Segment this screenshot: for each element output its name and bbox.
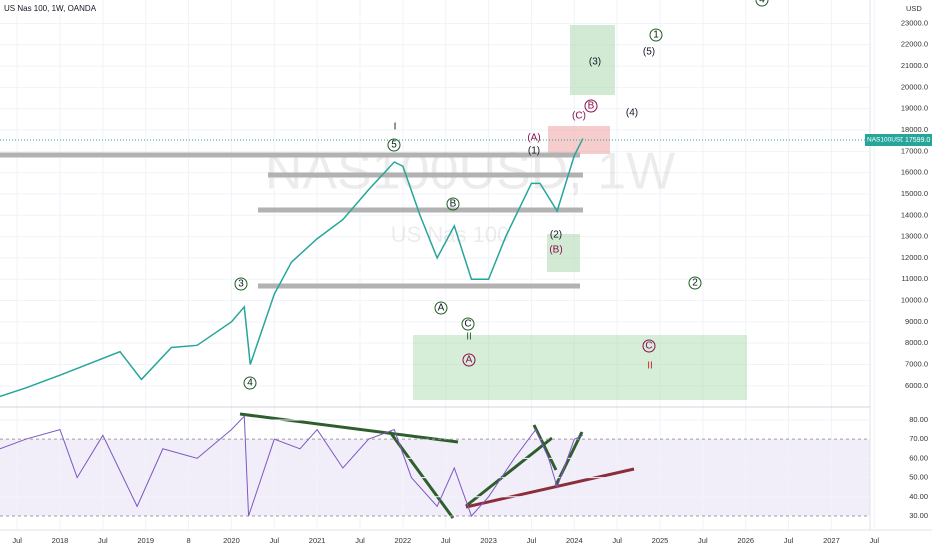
currency: USD xyxy=(906,4,922,13)
wave-label: (B) xyxy=(549,245,562,256)
y-tick-label: 40.00 xyxy=(909,492,928,501)
trend-line xyxy=(465,436,553,508)
circle xyxy=(462,353,476,367)
trend-line xyxy=(239,412,459,444)
circle xyxy=(688,276,702,290)
x-tick-label: Jul xyxy=(355,536,365,545)
trend-line xyxy=(532,424,558,471)
wave-label: (2) xyxy=(550,230,562,241)
wave-label: 4 xyxy=(759,0,765,6)
y-tick-label: 23000.0 xyxy=(901,18,928,27)
x-tick-label: Jul xyxy=(441,536,451,545)
target-box xyxy=(413,335,747,400)
chart-title: US Nas 100, 1W, OANDA xyxy=(4,4,97,13)
x-tick-label: 2024 xyxy=(566,536,583,545)
wave-label: I xyxy=(394,122,397,133)
x-tick-label: 2023 xyxy=(480,536,497,545)
wave-label: C xyxy=(464,319,471,330)
y-tick-label: 19000.0 xyxy=(901,104,928,113)
wave-label: (1) xyxy=(528,146,540,157)
trend-line xyxy=(465,467,635,509)
circle xyxy=(446,197,460,211)
y-tick-label: 16000.0 xyxy=(901,168,928,177)
circle xyxy=(234,277,248,291)
price-line xyxy=(0,138,584,398)
x-tick-label: 8 xyxy=(186,536,190,545)
wave-label: A xyxy=(438,303,445,314)
circle xyxy=(387,138,401,152)
wave-label: (3) xyxy=(589,57,601,68)
wave-label: B xyxy=(450,199,457,210)
y-tick-label: 15000.0 xyxy=(901,189,928,198)
wave-label: A xyxy=(466,355,473,366)
x-tick-label: 2022 xyxy=(395,536,412,545)
wave-label: 3 xyxy=(238,279,244,290)
y-tick-label: 13000.0 xyxy=(901,232,928,241)
annotations: I 5 B 3 A C II 4 A C II 1 (5) (3) (4) (A… xyxy=(234,0,769,390)
y-tick-label: 8000.0 xyxy=(905,338,928,347)
y-tick-label: 50.00 xyxy=(909,473,928,482)
wave-label: 5 xyxy=(391,140,397,151)
x-tick-label: 2018 xyxy=(52,536,69,545)
y-tick-label: 20000.0 xyxy=(901,82,928,91)
target-box xyxy=(570,25,615,95)
x-tick-label: 2027 xyxy=(823,536,840,545)
circle xyxy=(434,301,448,315)
circle xyxy=(649,28,663,42)
x-tick-label: Jul xyxy=(698,536,708,545)
y-tick-label: 6000.0 xyxy=(905,381,928,390)
y-tick-label: 18000.0 xyxy=(901,125,928,134)
circle xyxy=(243,376,257,390)
y-tick-label: 22000.0 xyxy=(901,40,928,49)
y-tick-label: 9000.0 xyxy=(905,317,928,326)
wave-label: (A) xyxy=(527,133,540,144)
x-tick-label: 2021 xyxy=(309,536,326,545)
y-tick-label: 21000.0 xyxy=(901,61,928,70)
wave-label: II xyxy=(647,361,653,372)
wave-label: (C) xyxy=(572,111,586,122)
y-tick-label: 30.00 xyxy=(909,511,928,520)
circle xyxy=(642,339,656,353)
y-tick-label: 60.00 xyxy=(909,453,928,462)
symbol-tag-text: NAS100USD xyxy=(867,137,905,144)
y-tick-label: 14000.0 xyxy=(901,210,928,219)
y-tick-label: 7000.0 xyxy=(905,359,928,368)
circle xyxy=(755,0,769,7)
y-tick-label: 11000.0 xyxy=(901,274,928,283)
wave-label: 1 xyxy=(653,30,659,41)
wave-label: 2 xyxy=(692,278,698,289)
y-tick-label: 10000.0 xyxy=(901,296,928,305)
x-tick-label: Jul xyxy=(527,536,537,545)
watermark: NAS100USD, 1W xyxy=(265,143,675,201)
x-tick-label: Jul xyxy=(869,536,879,545)
x-tick-label: Jul xyxy=(612,536,622,545)
y-tick-label: 80.00 xyxy=(909,415,928,424)
x-tick-label: Jul xyxy=(98,536,108,545)
x-tick-label: Jul xyxy=(12,536,22,545)
circle xyxy=(584,99,598,113)
x-tick-label: 2025 xyxy=(652,536,669,545)
wave-label: (4) xyxy=(626,108,638,119)
rsi-line xyxy=(0,414,584,517)
wave-label: B xyxy=(588,101,595,112)
x-tick-label: 2026 xyxy=(737,536,754,545)
wave-label: C xyxy=(645,341,652,352)
x-tick-label: Jul xyxy=(269,536,279,545)
x-tick-label: 2019 xyxy=(137,536,154,545)
y-tick-label: 17000.0 xyxy=(901,146,928,155)
target-box xyxy=(547,234,580,272)
price-tag xyxy=(903,134,932,146)
circle xyxy=(461,317,475,331)
x-tick-label: Jul xyxy=(784,536,794,545)
wave-label: 4 xyxy=(247,378,253,389)
y-tick-label: 70.00 xyxy=(909,434,928,443)
price-tag-text: 17599.0 xyxy=(905,137,930,144)
y-tick-label: 12000.0 xyxy=(901,253,928,262)
symbol-tag xyxy=(865,134,903,146)
wave-label: (5) xyxy=(643,47,655,58)
wave-label: II xyxy=(466,332,472,343)
x-tick-label: 2020 xyxy=(223,536,240,545)
